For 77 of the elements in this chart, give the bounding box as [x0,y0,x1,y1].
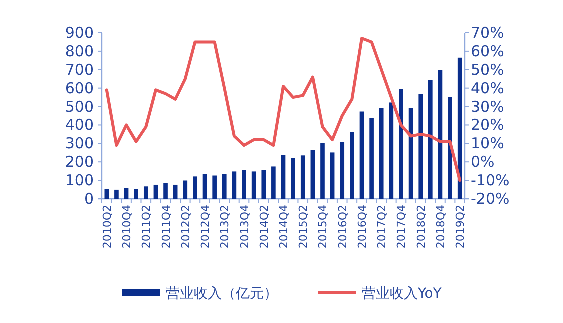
bar [242,170,246,199]
x-tick-label: 2011Q4 [160,205,173,249]
x-tick-label: 2010Q4 [120,205,134,249]
bar [164,183,168,199]
y-tick-label: 800 [65,42,94,60]
x-tick-label: 2013Q4 [238,205,252,249]
y2-tick-label: 40% [471,79,504,98]
bar [193,176,198,199]
bar [173,184,178,199]
bar [134,189,138,199]
y-tick-label: 500 [65,98,94,116]
bar [310,150,316,199]
y2-tick-label: 30% [471,98,504,116]
bar [399,89,404,199]
bar [379,108,384,199]
bar [418,94,424,199]
x-tick-label: 2012Q2 [179,205,192,249]
x-tick-label: 2015Q2 [297,205,310,249]
y2-tick-label: 50% [471,60,504,79]
bar [438,70,443,199]
y-tick-label: 400 [65,116,94,134]
x-tick-label: 2015Q4 [316,205,330,249]
x-tick-label: 2019Q2 [454,205,468,249]
y-tick-label: 900 [65,24,94,42]
bar [183,180,188,199]
bar [124,188,129,199]
y-tick-label: 600 [65,79,94,98]
x-tick-label: 2014Q2 [258,205,271,249]
y2-tick-label: -10% [471,172,510,190]
bar [428,80,433,199]
x-tick-label: 2018Q2 [414,205,428,249]
y2-tick-label: 60% [471,42,504,60]
x-tick-label: 2011Q2 [140,205,154,249]
bar [448,97,452,199]
x-tick-label: 2014Q4 [278,205,290,249]
x-tick-label: 2012Q4 [199,205,212,249]
bar [272,166,276,199]
bar [232,172,237,199]
x-tick-label: 2018Q4 [434,205,448,249]
bar [281,155,286,199]
x-tick-label: 2017Q2 [376,205,389,249]
y2-tick-label: 10% [471,134,504,153]
bar [350,132,354,199]
x-tick-label: 2017Q4 [395,205,408,249]
x-tick-label: 2013Q2 [218,205,232,249]
bar [458,58,462,199]
legend-label: 营业收入（亿元） [166,286,278,302]
legend-label: 营业收入YoY [362,286,442,302]
x-tick-label: 2016Q4 [356,205,369,249]
bar [154,184,158,199]
y2-tick-label: 70% [471,24,504,42]
bar [330,152,335,199]
bar [202,174,208,199]
bar [389,102,394,199]
bar [370,118,374,199]
bar [222,174,227,199]
y-tick-label: 200 [65,153,94,172]
bar [144,186,148,199]
bar [360,112,364,199]
bar [262,170,266,199]
y2-tick-label: 0% [471,153,495,172]
x-tick-label: 2016Q2 [336,205,350,249]
x-tick-label: 2010Q2 [100,205,114,249]
y-tick-label: 300 [65,134,94,153]
bar [320,143,325,199]
bar [114,190,119,199]
y-tick-label: 700 [65,60,94,79]
bar [104,189,110,199]
y2-tick-label: -20% [471,190,510,208]
y2-tick-label: 20% [471,116,504,134]
bar [291,158,296,199]
bar [300,156,306,199]
bar [212,176,217,199]
bar [252,172,256,199]
y-tick-label: 0 [84,190,94,208]
bar [340,142,345,199]
y-tick-label: 100 [65,172,94,190]
